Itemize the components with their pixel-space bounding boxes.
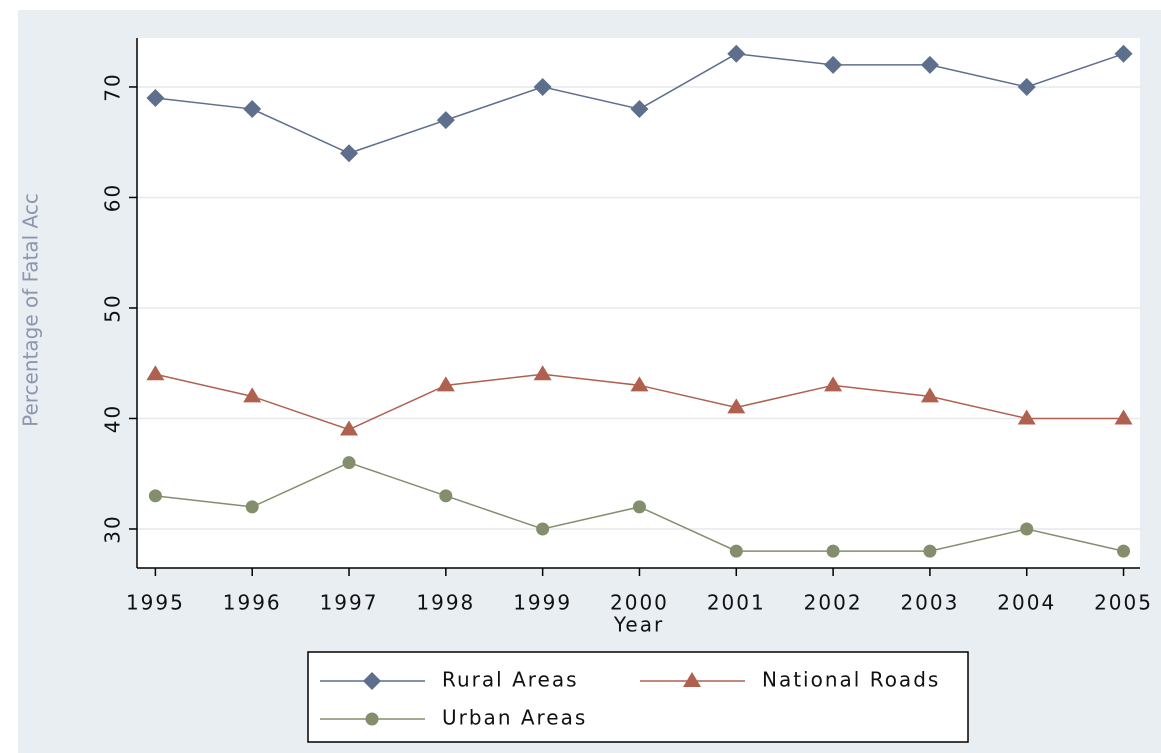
- x-tick-label: 2003: [900, 591, 959, 615]
- y-tick-label: 60: [101, 183, 125, 212]
- marker: [243, 100, 262, 119]
- y-tick-label: 30: [101, 514, 125, 543]
- legend-label: National Roads: [762, 668, 940, 692]
- marker: [436, 376, 455, 392]
- marker: [439, 489, 453, 503]
- marker: [146, 89, 165, 108]
- marker: [824, 55, 843, 74]
- marker: [630, 376, 649, 392]
- marker: [920, 55, 939, 74]
- marker: [1020, 522, 1034, 536]
- marker: [826, 544, 840, 558]
- x-tick-label: 1999: [513, 591, 572, 615]
- x-tick-label: 1998: [416, 591, 475, 615]
- x-axis-title: Year: [613, 613, 664, 637]
- marker: [727, 398, 746, 414]
- y-tick-label: 70: [100, 72, 124, 101]
- legend-box: [307, 651, 969, 743]
- x-tick-label: 2004: [997, 591, 1056, 615]
- marker: [243, 387, 262, 403]
- marker: [1017, 77, 1036, 96]
- x-tick-label: 1995: [126, 591, 185, 615]
- marker: [1114, 409, 1133, 425]
- y-axis-title: Percentage of Fatal Acc: [19, 193, 43, 427]
- marker: [340, 420, 359, 436]
- marker: [533, 365, 552, 381]
- x-tick-label: 2005: [1094, 591, 1153, 615]
- marker: [245, 500, 259, 514]
- marker: [342, 456, 356, 470]
- marker: [365, 712, 379, 726]
- marker: [683, 672, 701, 687]
- marker: [148, 489, 162, 503]
- marker: [340, 144, 359, 163]
- marker: [533, 77, 552, 96]
- marker: [920, 387, 939, 403]
- marker: [536, 522, 550, 536]
- marker: [824, 376, 843, 392]
- marker: [1114, 44, 1133, 63]
- marker: [1017, 409, 1036, 425]
- marker: [363, 672, 381, 690]
- x-tick-label: 1997: [320, 591, 379, 615]
- legend-label: Urban Areas: [442, 706, 587, 730]
- marker: [1117, 544, 1131, 558]
- y-tick-label: 50: [101, 293, 125, 322]
- x-tick-label: 2000: [610, 591, 669, 615]
- marker: [630, 100, 649, 119]
- x-tick-label: 1996: [223, 591, 282, 615]
- legend-label: Rural Areas: [442, 668, 579, 692]
- x-tick-label: 2001: [707, 591, 766, 615]
- marker: [923, 544, 937, 558]
- marker: [146, 365, 165, 381]
- marker: [632, 500, 646, 514]
- marker: [729, 544, 743, 558]
- plot-area: [137, 38, 1140, 568]
- x-tick-label: 2002: [804, 591, 863, 615]
- marker: [727, 44, 746, 63]
- marker: [436, 111, 455, 130]
- y-tick-label: 40: [101, 404, 125, 433]
